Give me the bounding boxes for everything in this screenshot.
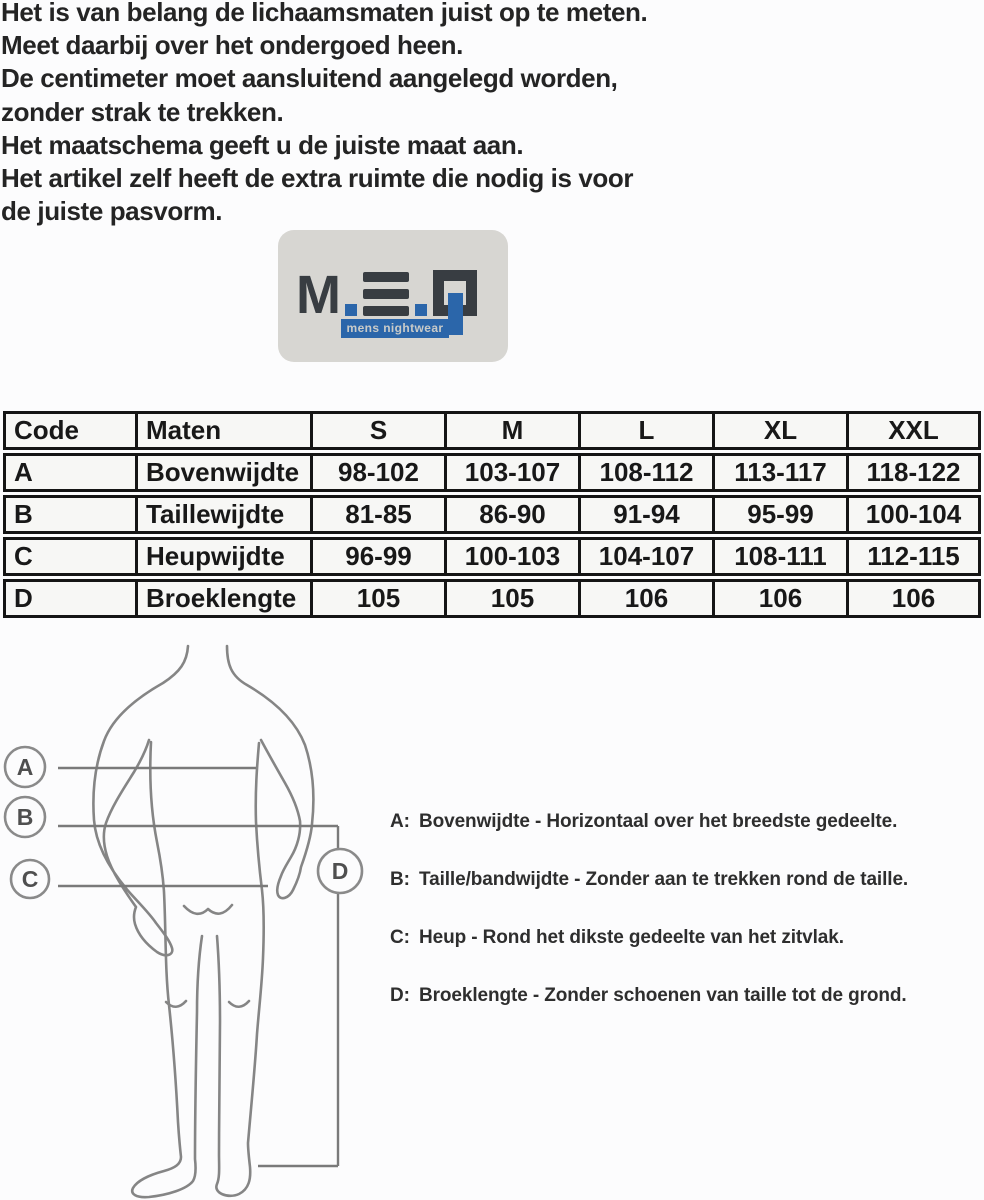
table-cell-label: Heupwijdte xyxy=(138,537,313,576)
logo-letter-e-icon xyxy=(362,272,409,316)
table-cell: 108-111 xyxy=(715,537,849,576)
table-cell: 81-85 xyxy=(313,495,447,534)
table-cell: 118-122 xyxy=(849,453,981,492)
table-cell-code: B xyxy=(3,495,138,534)
table-cell: 100-104 xyxy=(849,495,981,534)
legend-text: Bovenwijdte - Horizontaal over het breed… xyxy=(419,811,898,832)
table-row: A Bovenwijdte 98-102 103-107 108-112 113… xyxy=(3,453,981,492)
legend-item-d: D: Broeklengte - Zonder schoenen van tai… xyxy=(390,984,982,1008)
table-header-cell: M xyxy=(447,411,581,450)
table-cell: 105 xyxy=(313,579,447,618)
legend-item-b: B: Taille/bandwijdte - Zonder aan te tre… xyxy=(390,868,982,892)
table-cell: 95-99 xyxy=(715,495,849,534)
table-cell: 98-102 xyxy=(313,453,447,492)
table-header-row: Code Maten S M L XL XXL xyxy=(3,411,981,450)
legend-key: C: xyxy=(390,927,410,948)
table-header-cell: XL xyxy=(715,411,849,450)
circle-d-label: D xyxy=(332,858,349,884)
circle-a-label: A xyxy=(17,754,34,780)
intro-line: Het maatschema geeft u de juiste maat aa… xyxy=(1,129,524,160)
table-header-cell: S xyxy=(313,411,447,450)
table-cell: 100-103 xyxy=(447,537,581,576)
table-header-cell: Code xyxy=(3,411,138,450)
table-cell-code: A xyxy=(3,453,138,492)
table-cell: 91-94 xyxy=(581,495,715,534)
table-header-cell: XXL xyxy=(849,411,981,450)
logo-dot-icon xyxy=(344,304,357,316)
table-cell: 104-107 xyxy=(581,537,715,576)
table-cell-label: Bovenwijdte xyxy=(138,453,313,492)
table-header-cell: Maten xyxy=(138,411,313,450)
circle-a xyxy=(3,745,47,789)
legend-key: D: xyxy=(390,985,410,1006)
intro-line: zonder strak te trekken. xyxy=(1,96,284,127)
circle-d xyxy=(316,847,364,895)
table-cell: 86-90 xyxy=(447,495,581,534)
table-cell-label: Taillewijdte xyxy=(138,495,313,534)
circle-b-label: B xyxy=(17,804,34,830)
table-cell-label: Broeklengte xyxy=(138,579,313,618)
logo-q-tail-icon xyxy=(447,293,463,335)
intro-line: Meet daarbij over het ondergoed heen. xyxy=(1,30,463,61)
intro-line: de juiste pasvorm. xyxy=(1,196,223,227)
intro-line: De centimeter moet aansluitend aangelegd… xyxy=(1,63,618,94)
legend-item-c: C: Heup - Rond het dikste gedeelte van h… xyxy=(390,926,982,950)
table-row: D Broeklengte 105 105 106 106 106 xyxy=(3,579,981,618)
legend-key: A: xyxy=(390,811,410,832)
legend-item-a: A: Bovenwijdte - Horizontaal over het br… xyxy=(390,810,982,834)
logo-tagline: mens nightwear xyxy=(341,319,449,338)
logo-dot-icon xyxy=(414,304,427,316)
meq-brand-letters: M xyxy=(296,264,477,335)
circle-c-label: C xyxy=(22,866,39,892)
intro-line: Het artikel zelf heeft de extra ruimte d… xyxy=(1,163,634,194)
table-header-cell: L xyxy=(581,411,715,450)
legend-key: B: xyxy=(390,869,410,890)
circle-c xyxy=(9,858,51,900)
table-cell: 106 xyxy=(849,579,981,618)
table-cell: 113-117 xyxy=(715,453,849,492)
logo-letter-m: M xyxy=(296,264,341,325)
circle-b xyxy=(3,795,47,839)
legend-text: Broeklengte - Zonder schoenen van taille… xyxy=(419,985,907,1006)
table-cell: 108-112 xyxy=(581,453,715,492)
table-row: C Heupwijdte 96-99 100-103 104-107 108-1… xyxy=(3,537,981,576)
measuring-instructions: Het is van belang de lichaamsmaten juist… xyxy=(1,0,781,228)
table-cell-code: C xyxy=(3,537,138,576)
table-cell: 106 xyxy=(715,579,849,618)
table-cell: 96-99 xyxy=(313,537,447,576)
body-measurement-diagram: A B C D xyxy=(3,644,364,1199)
legend-text: Taille/bandwijdte - Zonder aan te trekke… xyxy=(419,869,909,890)
intro-line: Het is van belang de lichaamsmaten juist… xyxy=(1,0,648,27)
size-table: Code Maten S M L XL XXL A Bovenwijdte 98… xyxy=(3,408,981,621)
logo-letter-q-icon xyxy=(432,270,477,335)
table-cell: 105 xyxy=(447,579,581,618)
table-cell: 112-115 xyxy=(849,537,981,576)
table-cell-code: D xyxy=(3,579,138,618)
table-cell: 103-107 xyxy=(447,453,581,492)
legend-text: Heup - Rond het dikste gedeelte van het … xyxy=(419,927,844,948)
table-cell: 106 xyxy=(581,579,715,618)
measurement-legend: A: Bovenwijdte - Horizontaal over het br… xyxy=(390,810,982,1042)
knee-mark-right xyxy=(227,999,251,1009)
measure-circles: A B C D xyxy=(3,745,364,900)
meq-logo: M mens nightwear xyxy=(278,230,508,362)
table-row: B Taillewijdte 81-85 86-90 91-94 95-99 1… xyxy=(3,495,981,534)
body-outline xyxy=(92,644,315,1199)
knee-mark-left xyxy=(164,999,188,1009)
